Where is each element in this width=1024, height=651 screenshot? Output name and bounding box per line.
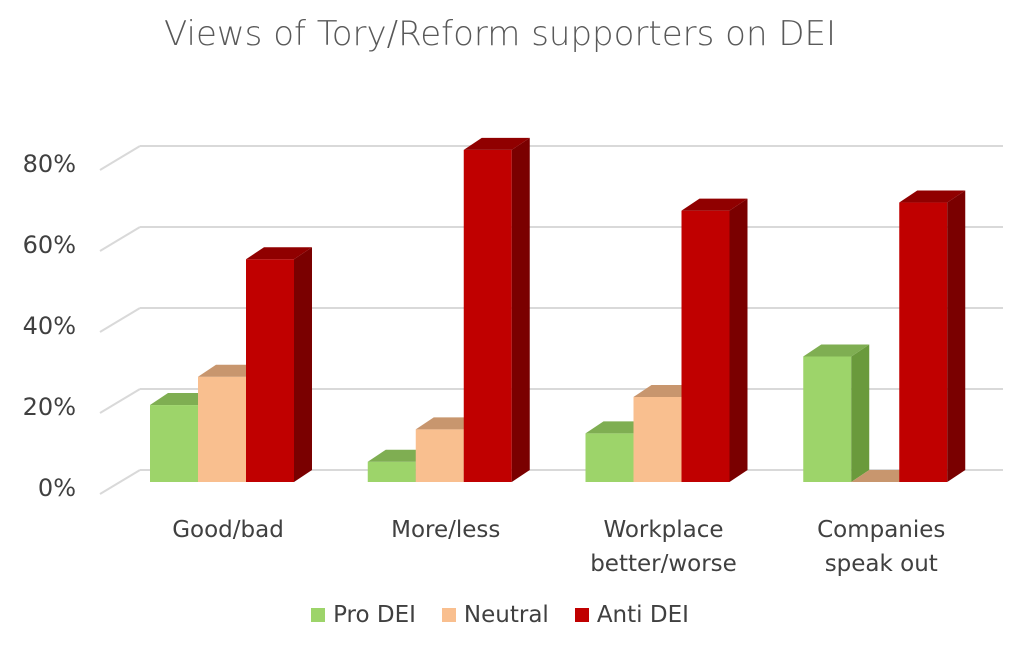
- gridline-depth: [99, 145, 141, 171]
- y-tick-label: 80%: [23, 150, 76, 178]
- bar-side: [511, 137, 530, 482]
- gridline-depth: [99, 388, 141, 414]
- bar: [367, 461, 416, 482]
- chart-title: Views of Tory/Reform supporters on DEI: [163, 14, 837, 54]
- bar-top: [463, 137, 530, 150]
- bar: [681, 210, 730, 482]
- legend-item-neutral: Neutral: [441, 602, 549, 628]
- bar: [415, 429, 464, 482]
- y-tick-label: 40%: [23, 312, 76, 340]
- bar: [899, 202, 948, 483]
- bar: [198, 376, 246, 482]
- bar: [463, 149, 512, 482]
- bar-top: [246, 247, 312, 260]
- bar-side: [294, 247, 312, 482]
- legend-label-anti-dei: Anti DEI: [596, 602, 689, 628]
- legend-item-anti-dei: Anti DEI: [574, 602, 689, 628]
- legend-label-neutral: Neutral: [463, 602, 549, 628]
- y-tick-label: 20%: [23, 393, 76, 421]
- bar-top: [803, 344, 870, 357]
- legend: Pro DEI Neutral Anti DEI: [0, 602, 1000, 628]
- bar-side: [851, 344, 870, 482]
- bar-top: [899, 190, 966, 203]
- x-tick-label: speak out: [825, 551, 938, 577]
- legend-swatch-neutral: [441, 608, 456, 622]
- x-tick-label: More/less: [391, 517, 500, 543]
- gridline-depth: [99, 469, 141, 495]
- bar-side: [729, 198, 748, 482]
- x-tick-label: Good/bad: [172, 517, 284, 543]
- legend-swatch-pro-dei: [311, 608, 326, 622]
- bar: [803, 356, 852, 482]
- y-tick-label: 60%: [23, 231, 76, 259]
- x-tick-label: Companies: [817, 517, 945, 543]
- gridline-depth: [99, 226, 141, 252]
- gridline-depth: [99, 307, 141, 333]
- bar-side: [947, 190, 966, 483]
- legend-item-pro-dei: Pro DEI: [311, 602, 416, 628]
- bar: [585, 433, 634, 482]
- bar: [246, 259, 294, 482]
- legend-label-pro-dei: Pro DEI: [333, 602, 416, 628]
- bar: [633, 396, 682, 482]
- bar: [150, 405, 198, 482]
- x-tick-label: better/worse: [590, 551, 737, 577]
- bar-chart: 0% 20% 40% 60% 80% Good/bad More/less Workplace…: [23, 137, 1003, 577]
- bar-top: [681, 198, 748, 211]
- x-tick-label: Workplace: [603, 517, 723, 543]
- y-tick-label: 0%: [38, 474, 76, 502]
- legend-swatch-anti-dei: [574, 608, 589, 622]
